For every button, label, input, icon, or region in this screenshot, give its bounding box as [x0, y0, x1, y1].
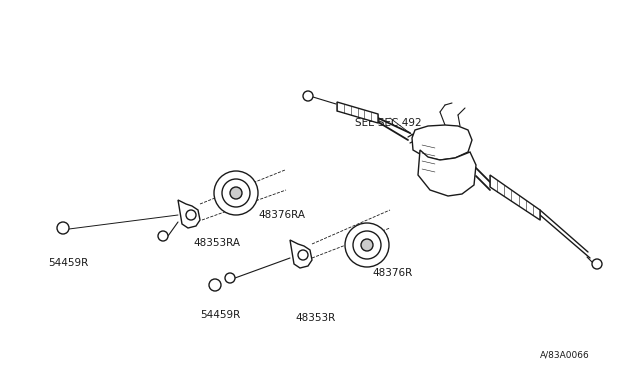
Circle shape	[361, 239, 373, 251]
Polygon shape	[418, 150, 476, 196]
Polygon shape	[412, 125, 472, 160]
Circle shape	[186, 210, 196, 220]
Text: 48376RA: 48376RA	[258, 210, 305, 220]
Polygon shape	[490, 175, 540, 220]
Text: 48376R: 48376R	[372, 268, 412, 278]
Polygon shape	[178, 200, 200, 228]
Circle shape	[345, 223, 389, 267]
Circle shape	[158, 231, 168, 241]
Polygon shape	[337, 102, 378, 123]
Circle shape	[592, 259, 602, 269]
Circle shape	[222, 179, 250, 207]
Text: 48353R: 48353R	[295, 313, 335, 323]
Circle shape	[214, 171, 258, 215]
Circle shape	[353, 231, 381, 259]
Circle shape	[298, 250, 308, 260]
Polygon shape	[290, 240, 312, 268]
Text: A/83A0066: A/83A0066	[540, 350, 590, 359]
Text: SEE SEC.492: SEE SEC.492	[355, 118, 422, 128]
Text: 54459R: 54459R	[48, 258, 88, 268]
Circle shape	[230, 187, 242, 199]
Circle shape	[225, 273, 235, 283]
Circle shape	[303, 91, 313, 101]
Circle shape	[57, 222, 69, 234]
Circle shape	[209, 279, 221, 291]
Text: 48353RA: 48353RA	[193, 238, 240, 248]
Text: 54459R: 54459R	[200, 310, 240, 320]
